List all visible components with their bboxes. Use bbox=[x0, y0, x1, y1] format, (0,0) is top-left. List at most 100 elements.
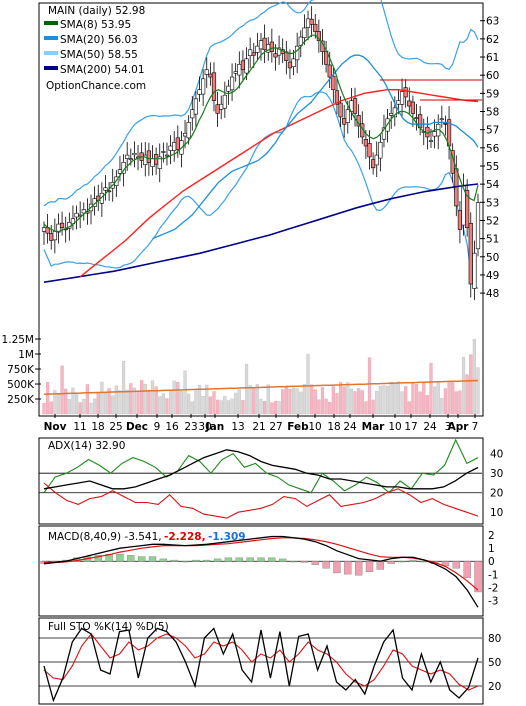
macd-histogram-bar bbox=[344, 561, 352, 575]
volume-bar bbox=[197, 385, 202, 415]
volume-bar bbox=[42, 403, 46, 415]
candle-body bbox=[164, 154, 170, 157]
volume-bar bbox=[244, 364, 249, 415]
x-axis-label: 7 bbox=[472, 421, 479, 433]
macd-histogram-bar bbox=[474, 561, 482, 593]
volume-bar bbox=[400, 391, 404, 415]
macd-tick-label: -2 bbox=[488, 582, 498, 594]
candle-body bbox=[313, 23, 318, 32]
volume-bar bbox=[302, 384, 306, 415]
volume-bar bbox=[299, 391, 303, 415]
x-axis-label: 9 bbox=[154, 421, 161, 433]
volume-bar bbox=[378, 386, 382, 415]
volume-bar bbox=[67, 399, 71, 415]
candle-body bbox=[222, 94, 227, 109]
volume-bar bbox=[349, 388, 354, 415]
volume-bar bbox=[284, 385, 288, 415]
volume-bar bbox=[357, 388, 361, 415]
legend-sma20: SMA(20) 56.03 bbox=[60, 34, 138, 46]
candle-body bbox=[428, 140, 434, 142]
macd-histogram-bar bbox=[246, 557, 254, 562]
volume-bar bbox=[310, 384, 314, 415]
macd-tick-label: -3 bbox=[488, 595, 498, 607]
candle-body bbox=[399, 91, 405, 105]
candle-body bbox=[363, 139, 368, 147]
candle-body bbox=[374, 154, 379, 166]
candle-body bbox=[59, 222, 65, 229]
candle-body bbox=[52, 231, 57, 241]
macd-signal-value: -2.228, bbox=[164, 531, 206, 543]
candle-body bbox=[150, 158, 155, 167]
volume-bar bbox=[346, 382, 350, 415]
macd-histogram-bar bbox=[170, 559, 178, 562]
macd-histogram-bar bbox=[181, 561, 189, 563]
adx-title: ADX(14) 32.90 bbox=[48, 440, 125, 452]
volume-bar bbox=[89, 402, 93, 415]
x-axis-label: Mar bbox=[362, 421, 386, 433]
x-axis-label: 24 bbox=[423, 421, 437, 433]
x-axis-label: 17 bbox=[404, 421, 417, 433]
candle-body bbox=[338, 102, 343, 118]
volume-bar bbox=[414, 383, 419, 415]
volume-bar bbox=[103, 393, 108, 415]
volume-bar bbox=[320, 387, 325, 415]
candle-body bbox=[226, 85, 231, 92]
macd-histogram-bar bbox=[289, 561, 298, 563]
volume-bar bbox=[165, 398, 169, 415]
adx-tick-label: 20 bbox=[490, 488, 503, 500]
volume-bar bbox=[121, 360, 126, 415]
macd-histogram-bar bbox=[398, 561, 406, 563]
volume-bar bbox=[360, 390, 364, 415]
candle-body bbox=[432, 131, 437, 137]
volume-bar bbox=[306, 353, 310, 415]
volume-bar bbox=[270, 402, 274, 415]
macd-tick-label: 2 bbox=[488, 530, 495, 542]
x-axis-label: Apr bbox=[448, 421, 470, 433]
legend-swatch-sma200 bbox=[44, 66, 58, 70]
price-tick-label: 52 bbox=[486, 215, 499, 227]
candle-body bbox=[244, 58, 249, 74]
legend-swatch-sma20 bbox=[44, 36, 58, 40]
volume-bar bbox=[469, 354, 473, 415]
volume-bar bbox=[454, 391, 458, 415]
macd-histogram-bar bbox=[322, 561, 330, 569]
volume-bar bbox=[183, 370, 187, 415]
volume-bar bbox=[328, 401, 332, 415]
volume-bar bbox=[132, 387, 137, 415]
candle-body bbox=[201, 78, 206, 95]
volume-bar bbox=[389, 381, 393, 415]
volume-bar bbox=[241, 400, 245, 415]
candle-body bbox=[327, 64, 332, 78]
volume-bar bbox=[433, 386, 437, 415]
volume-bar bbox=[100, 381, 104, 415]
x-axis-label: 27 bbox=[269, 421, 282, 433]
volume-bar bbox=[64, 388, 68, 415]
candle-body bbox=[284, 51, 289, 61]
watermark: OptionChance.com bbox=[46, 80, 146, 92]
volume-bar bbox=[223, 396, 227, 415]
x-axis-label: 18 bbox=[91, 421, 104, 433]
volume-tick-label: 750K bbox=[7, 364, 35, 376]
macd-histogram-bar bbox=[127, 555, 135, 562]
macd-histogram-bar bbox=[463, 561, 471, 578]
candle-body bbox=[146, 150, 151, 163]
macd-histogram-bar bbox=[365, 561, 374, 572]
sma200-line bbox=[43, 183, 479, 283]
volume-bar bbox=[313, 389, 317, 415]
legend-swatch-sma50 bbox=[44, 51, 58, 55]
volume-bar bbox=[190, 401, 194, 415]
upper-band-line bbox=[43, 0, 479, 207]
legend-sma50: SMA(50) 58.55 bbox=[60, 49, 138, 61]
volume-bar bbox=[371, 399, 375, 415]
candle-body bbox=[211, 72, 217, 101]
macd-histogram-bar bbox=[311, 561, 319, 565]
x-axis-label: 11 bbox=[73, 421, 86, 433]
volume-bar bbox=[324, 398, 328, 415]
volume-bar bbox=[375, 390, 379, 415]
price-tick-label: 63 bbox=[486, 16, 499, 28]
candle-body bbox=[215, 104, 220, 114]
candle-body bbox=[161, 151, 166, 153]
volume-bar bbox=[411, 381, 415, 415]
candle-body bbox=[414, 117, 419, 120]
candle-body bbox=[403, 87, 408, 98]
